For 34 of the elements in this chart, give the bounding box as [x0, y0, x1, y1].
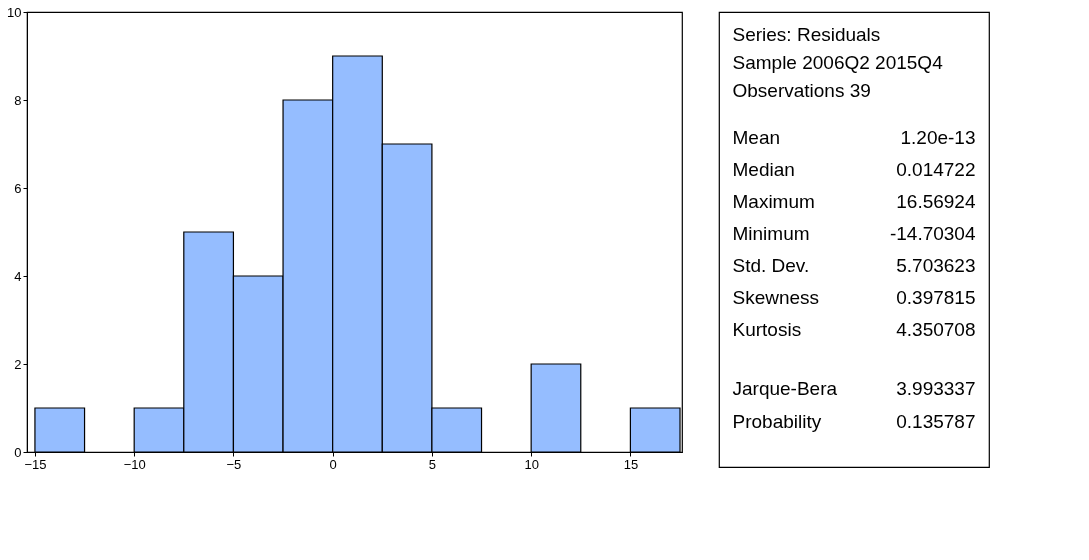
- text: Series: Residuals: [732, 23, 881, 45]
- text: Maximum: [732, 190, 815, 212]
- text: Kurtosis: [732, 319, 802, 341]
- text: 0.014722: [896, 158, 976, 180]
- x-tick-label: −10: [123, 456, 146, 472]
- text: 5.703623: [896, 254, 976, 276]
- text: 1.20e-13: [900, 126, 976, 148]
- text: 16.56924: [896, 190, 976, 212]
- text: Probability: [732, 410, 822, 432]
- x-tick-label: 15: [623, 456, 639, 472]
- x-tick-label: 10: [524, 456, 539, 472]
- x-tick-label: 5: [428, 456, 437, 472]
- y-tick-label: 0: [14, 444, 22, 460]
- text: Jarque-Bera: [732, 378, 838, 400]
- text: Median: [732, 158, 795, 180]
- text: 3.993337: [896, 378, 976, 400]
- text: Minimum: [732, 222, 810, 244]
- text: Std. Dev.: [732, 254, 810, 276]
- x-tick-label: −15: [24, 456, 47, 472]
- text: 4.350708: [896, 319, 976, 341]
- x-tick-label: 0: [329, 456, 337, 472]
- text: -14.70304: [889, 222, 976, 244]
- y-tick-label: 10: [7, 4, 22, 20]
- y-tick-label: 6: [14, 180, 22, 196]
- x-tick-label: −5: [226, 456, 242, 472]
- y-tick-label: 2: [14, 356, 22, 372]
- y-tick-label: 4: [14, 268, 22, 284]
- y-tick-label: 8: [14, 92, 22, 108]
- text: Mean: [732, 126, 781, 148]
- text: 0.397815: [896, 286, 976, 308]
- text: Sample 2006Q2 2015Q4: [732, 51, 944, 73]
- text: Skewness: [732, 286, 820, 308]
- text: 0.135787: [896, 410, 976, 432]
- text: Observations 39: [732, 80, 871, 102]
